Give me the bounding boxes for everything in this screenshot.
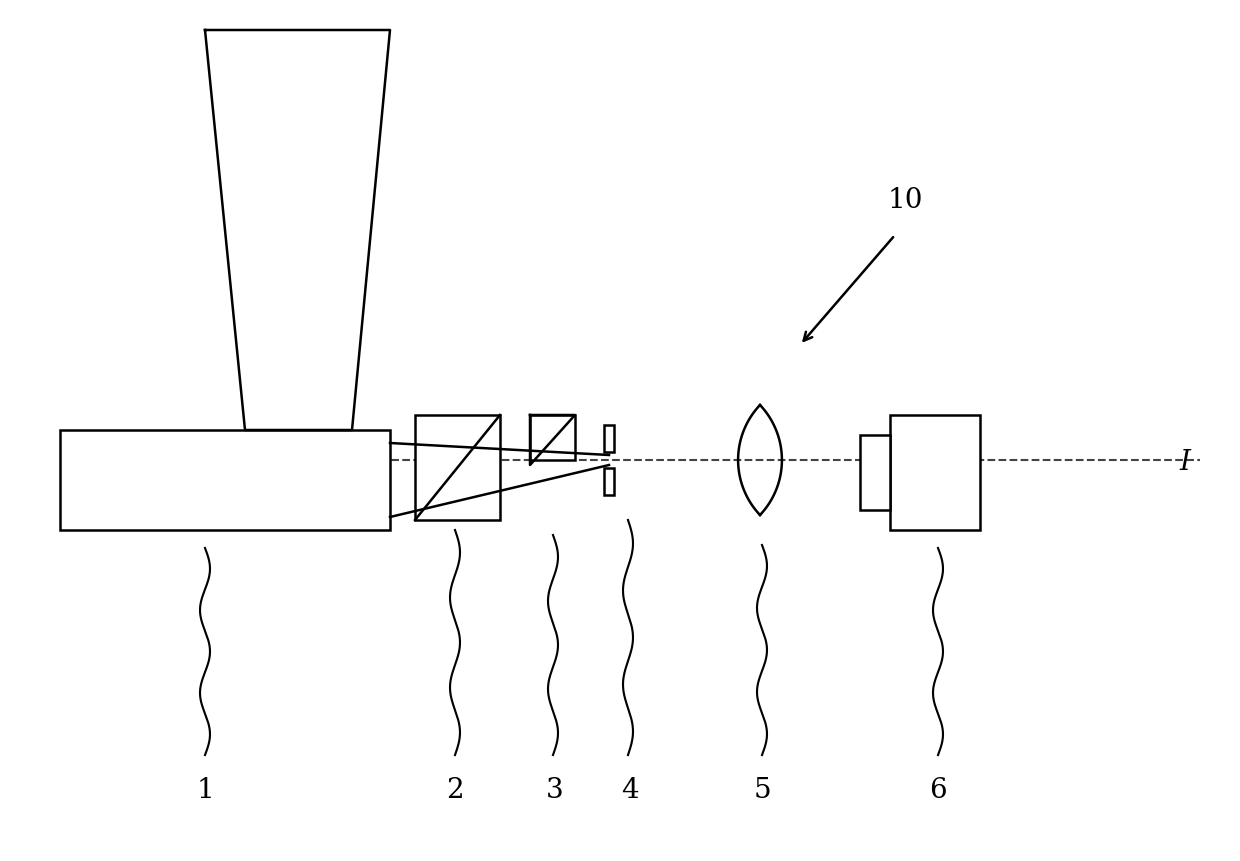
Text: I: I	[1179, 449, 1190, 476]
Bar	[604, 468, 614, 495]
Bar	[604, 425, 614, 452]
Text: 6: 6	[929, 777, 947, 803]
Text: 4: 4	[621, 777, 639, 803]
Bar	[861, 435, 890, 510]
Text: 10: 10	[888, 187, 923, 214]
Bar	[415, 415, 500, 520]
Bar	[60, 430, 391, 530]
Bar	[890, 415, 980, 530]
Text: 3: 3	[546, 777, 564, 803]
Text: 5: 5	[753, 777, 771, 803]
Text: 1: 1	[196, 777, 213, 803]
Text: 2: 2	[446, 777, 464, 803]
Bar	[529, 415, 575, 460]
